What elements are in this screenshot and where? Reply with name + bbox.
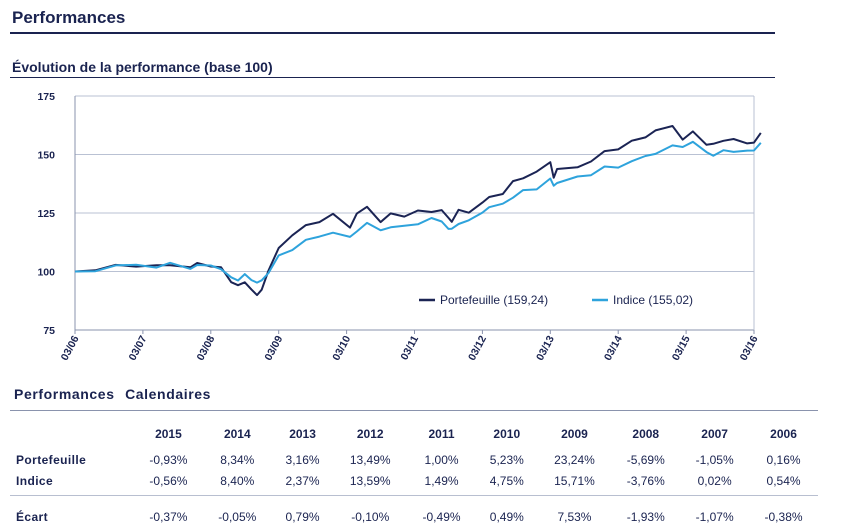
year-header: 2012 (356, 426, 384, 441)
table-cell: -0,93% (149, 452, 188, 467)
chart-title: Évolution de la performance (base 100) (12, 59, 273, 75)
table-cell: 2,37% (285, 473, 320, 488)
x-tick-label: 03/15 (670, 334, 693, 363)
table-cell: -5,69% (626, 452, 665, 467)
table-row: Indice -0,56% 8,40% 2,37% 13,59% 1,49% 4,75% 15… (10, 470, 818, 491)
x-tick-label: 03/08 (195, 334, 218, 363)
x-tick-label: 03/07 (127, 334, 150, 363)
table-cell: 0,49% (489, 509, 524, 524)
x-tick-label: 03/13 (534, 334, 557, 363)
chart-legend: Portefeuille (159,24) Indice (155,02) (419, 293, 693, 307)
row-label: Portefeuille (16, 452, 87, 467)
table-cell: 13,49% (349, 452, 391, 467)
table-divider (10, 491, 818, 496)
series-lines (74, 125, 762, 297)
table-cell: -1,93% (626, 509, 665, 524)
year-header: 2013 (289, 426, 316, 441)
table-row-ecart: Écart -0,37% -0,05% 0,79% -0,10% -0,49% 0,49% 7… (10, 506, 818, 527)
table-cell: 4,75% (489, 473, 524, 488)
table-cell: 8,34% (220, 452, 255, 467)
table-cell: -0,56% (149, 473, 188, 488)
header-empty-cell (10, 418, 134, 449)
x-tick-label: 03/16 (738, 334, 761, 363)
table-cell: -0,38% (764, 509, 803, 524)
title-underline (10, 32, 775, 34)
table-cell: 13,59% (349, 473, 391, 488)
table-cell: 5,23% (489, 452, 524, 467)
series-line-indice (74, 140, 762, 284)
x-tick-label: 03/14 (602, 334, 625, 363)
spacer-cell (10, 496, 818, 507)
x-axis-ticks: 03/06 03/07 03/08 03/09 03/10 03/11 03/12 03/13… (59, 330, 761, 363)
table-cell: -0,05% (218, 509, 257, 524)
legend-label: Indice (155,02) (613, 293, 693, 307)
divider-cell (10, 491, 818, 496)
y-tick-label: 125 (37, 208, 55, 220)
row-label: Indice (16, 473, 54, 488)
table-cell: -0,49% (422, 509, 461, 524)
year-header: 2008 (632, 426, 660, 441)
table-cell: 0,54% (766, 473, 801, 488)
table-cell: 8,40% (220, 473, 255, 488)
y-tick-label: 150 (37, 150, 55, 162)
calendar-section-underline (10, 410, 818, 411)
chart-title-underline (10, 77, 775, 78)
year-header: 2010 (493, 426, 521, 441)
y-axis-ticks: 75 100 125 150 175 (37, 91, 55, 337)
table-spacer (10, 496, 818, 507)
year-header: 2015 (155, 426, 182, 441)
table-cell: 7,53% (557, 509, 592, 524)
calendar-performance-table: 2015 2014 2013 2012 2011 2010 2009 2008 2007 2006… (10, 418, 818, 527)
table-cell: 1,49% (424, 473, 459, 488)
legend-label: Portefeuille (159,24) (440, 293, 548, 307)
table-cell: 3,16% (285, 452, 320, 467)
x-tick-label: 03/11 (398, 334, 421, 362)
table-cell: 0,16% (766, 452, 801, 467)
table-cell: 15,71% (554, 473, 595, 488)
calendar-section-title: Performances Calendaires (14, 386, 212, 402)
x-tick-label: 03/10 (330, 334, 353, 363)
x-tick-label: 03/06 (59, 334, 82, 363)
year-header: 2014 (223, 426, 251, 441)
table-cell: 0,79% (285, 509, 320, 524)
table-header-row: 2015 2014 2013 2012 2011 2010 2009 2008 2007 2006 (10, 418, 818, 449)
y-tick-label: 175 (37, 91, 55, 103)
x-tick-label: 03/09 (262, 334, 285, 363)
performance-line-chart: 75 100 125 150 175 03/06 03/07 03/08 03/09 03/10… (37, 91, 762, 363)
table-cell: 23,24% (554, 452, 595, 467)
row-label: Écart (16, 509, 49, 524)
year-header: 2007 (701, 426, 728, 441)
page-title: Performances (12, 8, 126, 27)
table-cell: -0,37% (149, 509, 188, 524)
table-cell: -1,05% (695, 452, 734, 467)
y-tick-label: 75 (43, 325, 55, 337)
table-cell: 1,00% (424, 452, 459, 467)
table-cell: 0,02% (697, 473, 732, 488)
year-header: 2009 (561, 426, 588, 441)
table-cell: -0,10% (351, 509, 390, 524)
series-line-portefeuille (74, 125, 762, 297)
x-tick-label: 03/12 (466, 334, 489, 363)
year-header: 2006 (770, 426, 797, 441)
table-cell: -3,76% (626, 473, 665, 488)
table-row: Portefeuille -0,93% 8,34% 3,16% 13,49% 1,00% 5… (10, 449, 818, 470)
year-header: 2011 (428, 426, 455, 441)
y-tick-label: 100 (37, 267, 55, 279)
table-cell: -1,07% (695, 509, 734, 524)
